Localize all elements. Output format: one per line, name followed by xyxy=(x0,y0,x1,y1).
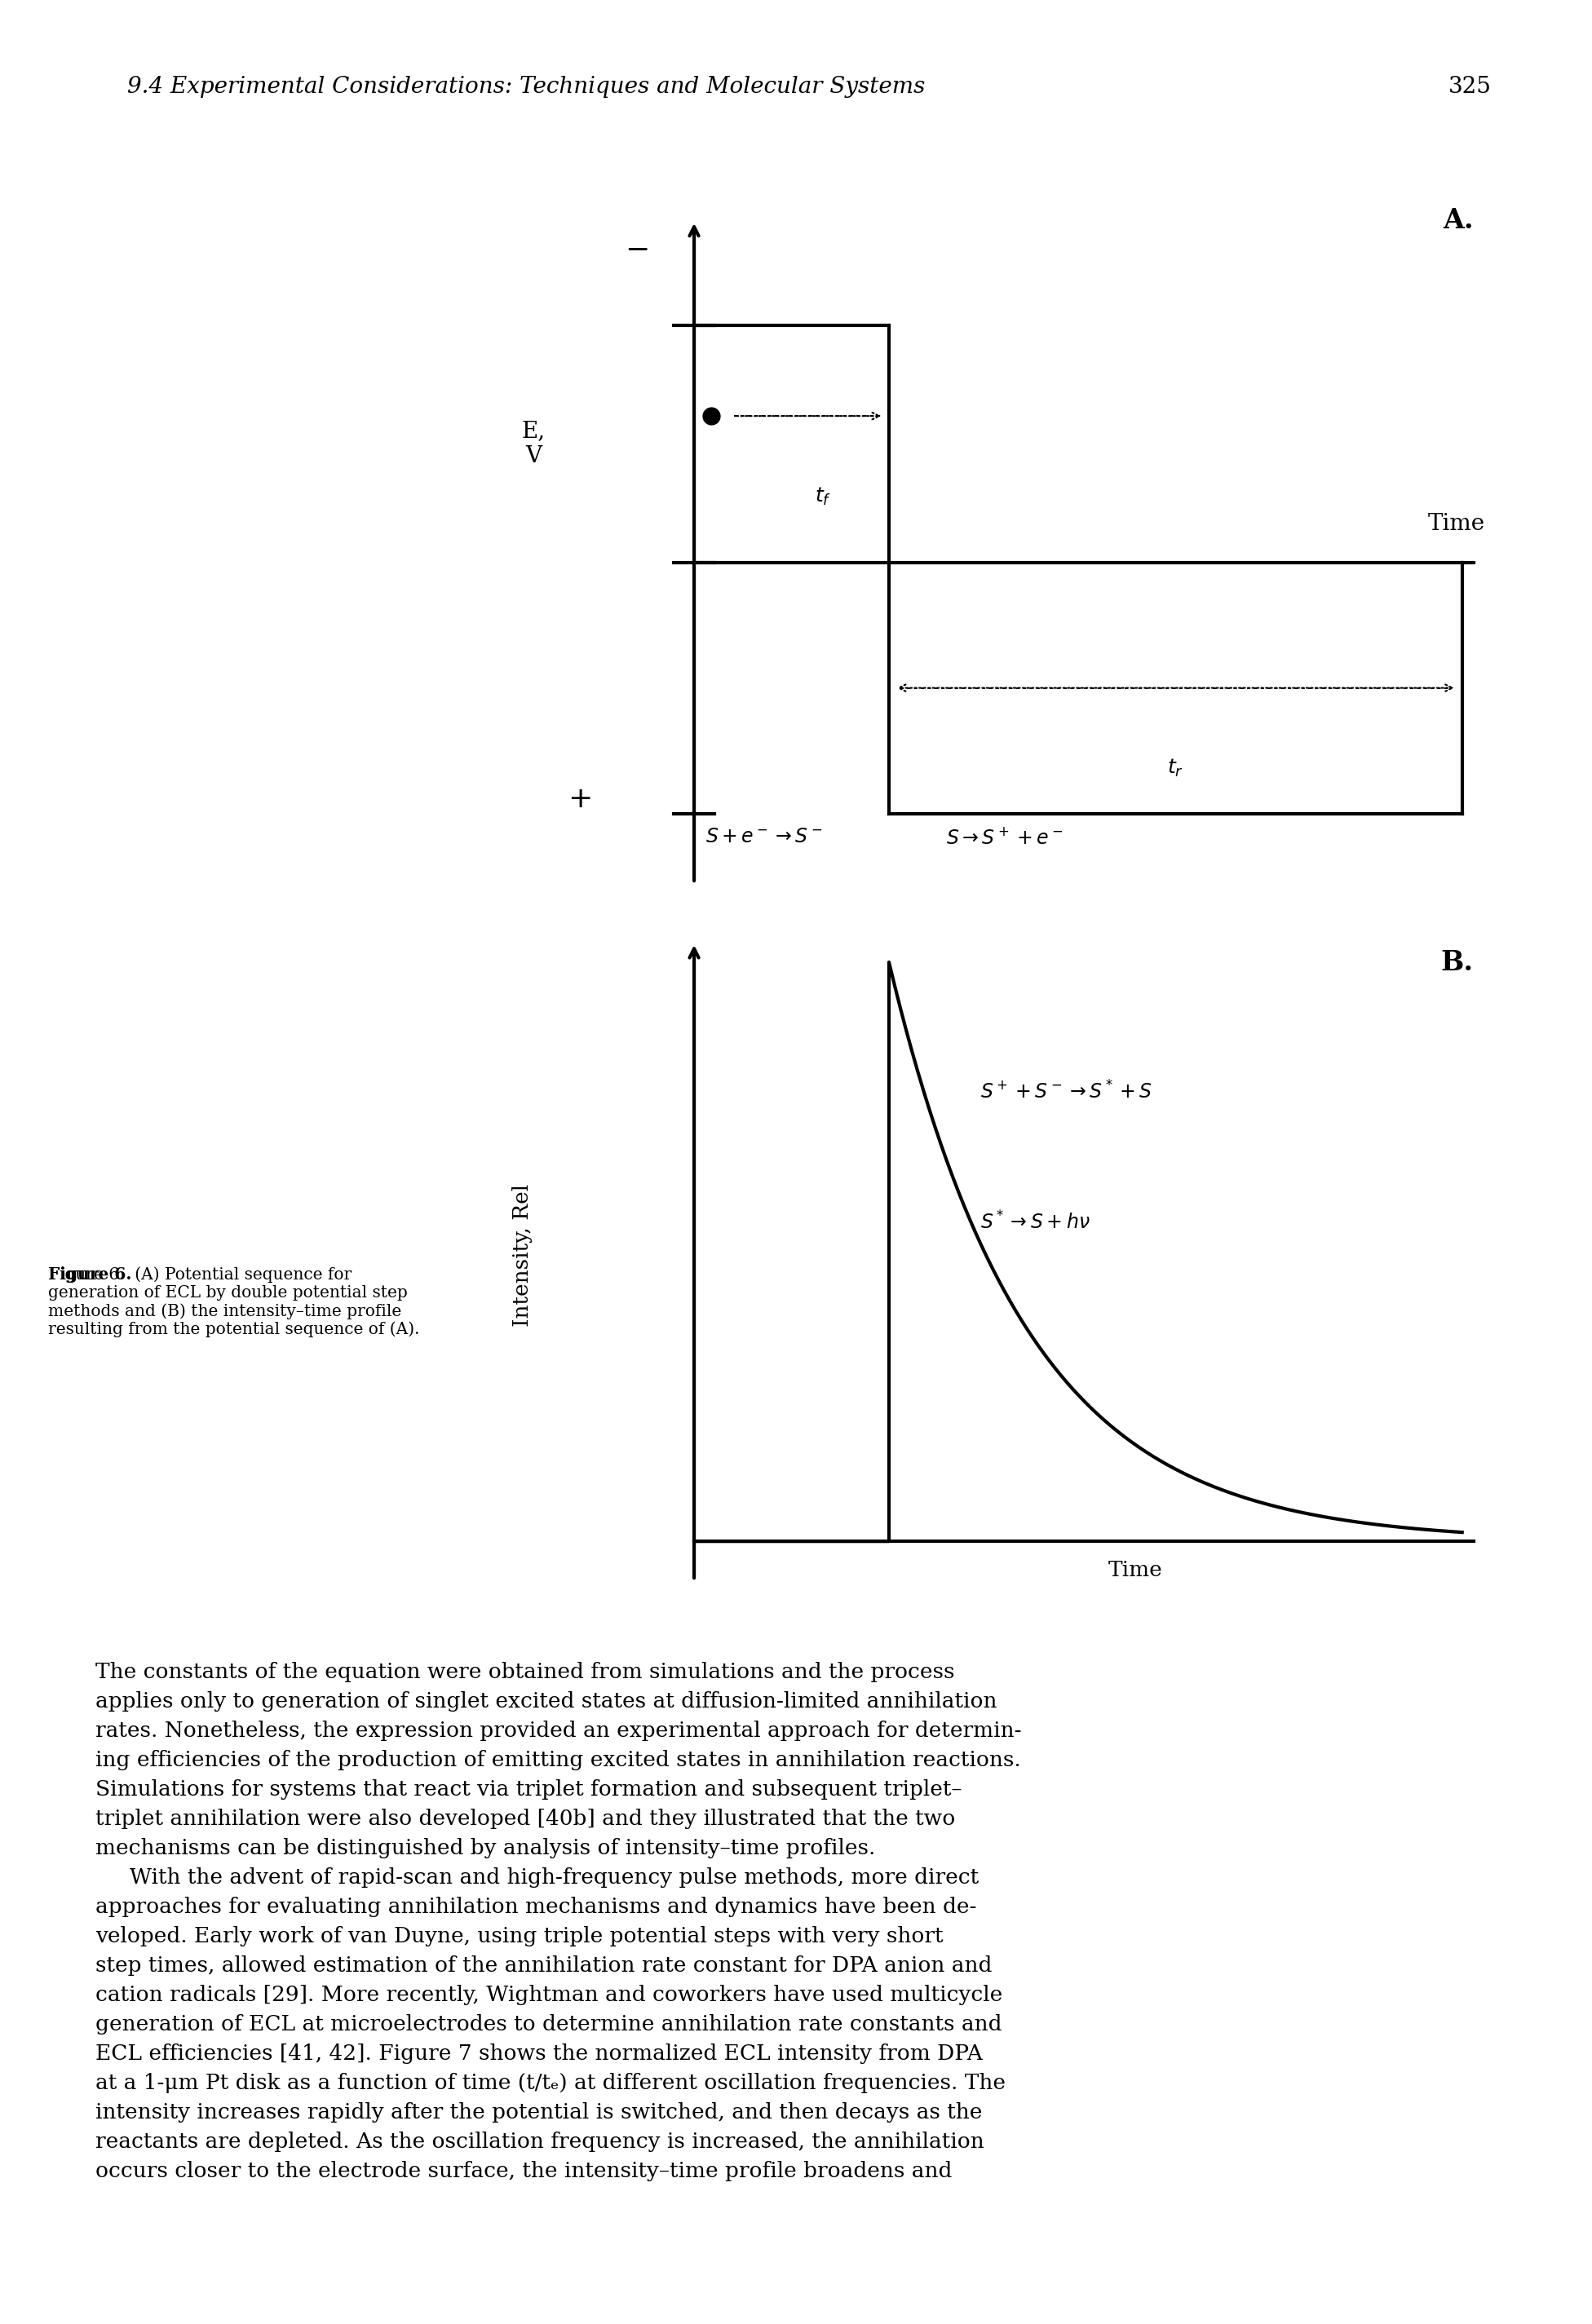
Text: $+$: $+$ xyxy=(568,786,591,813)
Text: Figure 6.: Figure 6. xyxy=(48,1267,131,1283)
Text: The constants of the equation were obtained from simulations and the process
app: The constants of the equation were obtai… xyxy=(96,1662,1022,2182)
Text: $t_f$: $t_f$ xyxy=(815,486,831,507)
Text: 9.4 Experimental Considerations: Techniques and Molecular Systems: 9.4 Experimental Considerations: Techniq… xyxy=(127,77,925,98)
Text: Figure 6.  (A) Potential sequence for
generation of ECL by double potential step: Figure 6. (A) Potential sequence for gen… xyxy=(48,1267,419,1339)
Text: B.: B. xyxy=(1441,948,1474,976)
Text: Intensity, Rel: Intensity, Rel xyxy=(513,1183,532,1327)
Text: $S + e^- \rightarrow S^-$: $S + e^- \rightarrow S^-$ xyxy=(705,827,823,846)
Text: $S \rightarrow S^+ + e^-$: $S \rightarrow S^+ + e^-$ xyxy=(946,827,1063,848)
Text: $-$: $-$ xyxy=(626,235,648,263)
Text: $S^* \rightarrow S + h\nu$: $S^* \rightarrow S + h\nu$ xyxy=(981,1211,1091,1234)
Text: E,
V: E, V xyxy=(522,421,546,467)
Text: Time: Time xyxy=(1108,1559,1162,1580)
Text: Time: Time xyxy=(1428,514,1485,535)
Text: 325: 325 xyxy=(1449,77,1492,98)
Text: $S^+ + S^- \rightarrow S^* + S$: $S^+ + S^- \rightarrow S^* + S$ xyxy=(981,1081,1153,1104)
Text: $t_r$: $t_r$ xyxy=(1167,758,1184,779)
Text: A.: A. xyxy=(1442,207,1474,235)
